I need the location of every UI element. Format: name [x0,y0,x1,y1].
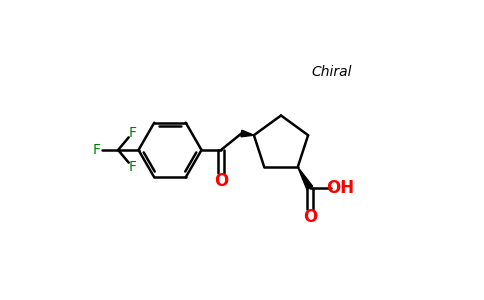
Text: O: O [214,172,228,190]
Text: O: O [302,208,317,226]
Polygon shape [241,130,254,137]
Polygon shape [298,167,313,190]
Text: F: F [128,126,136,140]
Text: F: F [128,160,136,174]
Text: OH: OH [326,179,354,197]
Text: F: F [92,143,100,157]
Text: Chiral: Chiral [312,65,352,79]
